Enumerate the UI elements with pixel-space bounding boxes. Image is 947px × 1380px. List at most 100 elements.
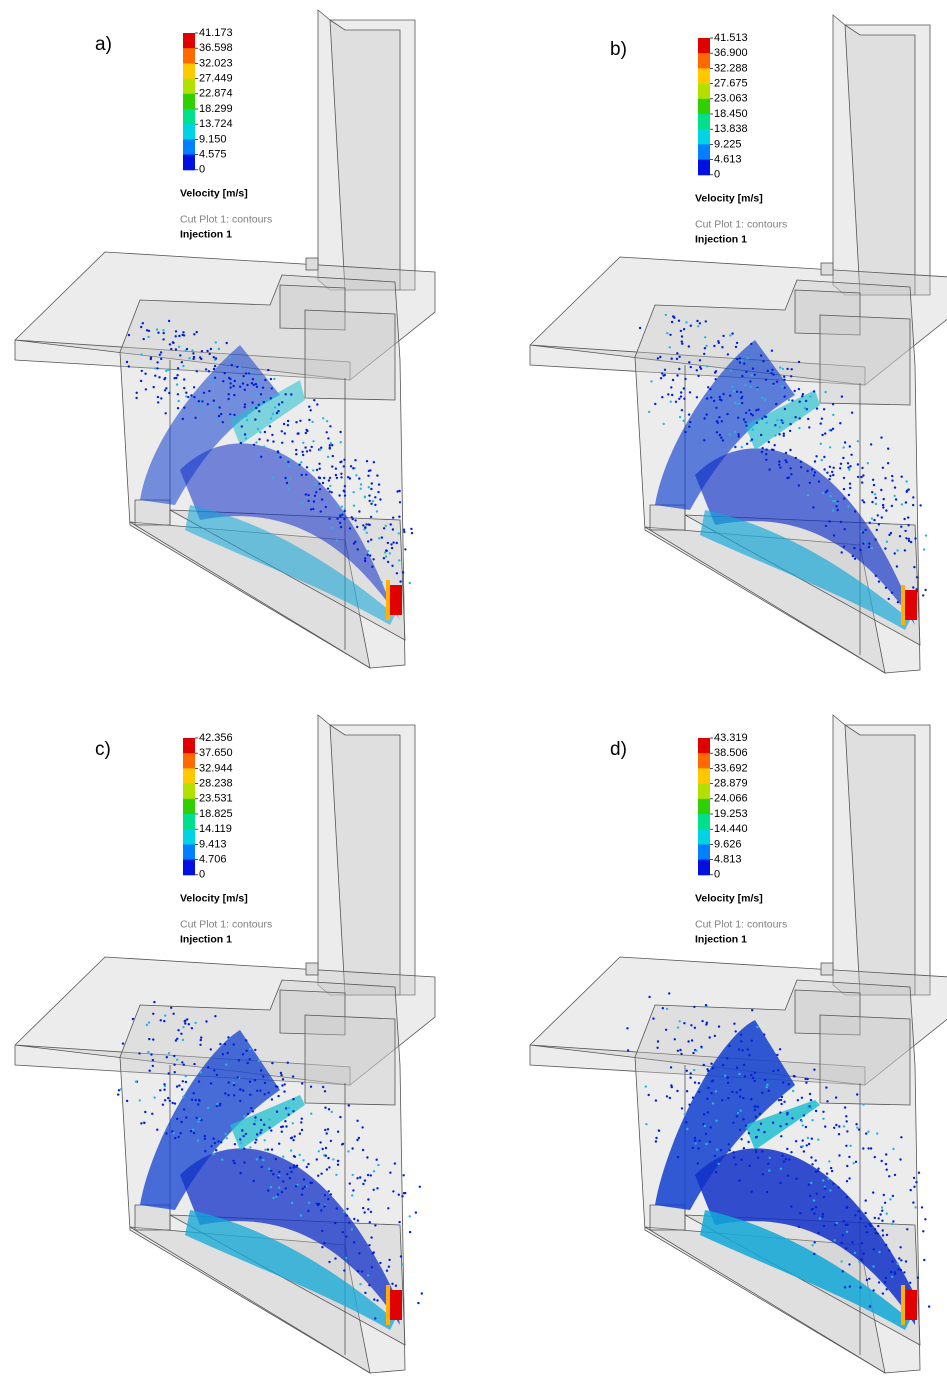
particle bbox=[354, 519, 357, 522]
particle bbox=[212, 356, 215, 359]
particle bbox=[847, 493, 851, 497]
particle bbox=[831, 470, 834, 474]
particle bbox=[824, 1125, 827, 1128]
particle bbox=[721, 1099, 724, 1102]
geometry bbox=[844, 724, 916, 996]
legend-color-band bbox=[183, 783, 195, 800]
particle bbox=[268, 1167, 271, 1170]
particle bbox=[846, 1130, 849, 1133]
particle bbox=[302, 453, 305, 457]
particle bbox=[874, 574, 877, 577]
particle bbox=[840, 551, 843, 554]
particle bbox=[826, 489, 829, 492]
particle bbox=[149, 357, 152, 361]
particle bbox=[679, 329, 683, 333]
particle bbox=[871, 491, 874, 494]
particle bbox=[382, 527, 386, 530]
particle bbox=[141, 322, 144, 325]
particle bbox=[392, 1190, 395, 1193]
particle bbox=[150, 1053, 153, 1056]
particle bbox=[152, 1012, 155, 1015]
particle bbox=[693, 1081, 697, 1084]
particle bbox=[713, 1154, 717, 1158]
particle bbox=[224, 1132, 227, 1136]
particle bbox=[765, 1190, 769, 1194]
particle bbox=[260, 1165, 263, 1169]
particle bbox=[177, 1029, 180, 1032]
particle bbox=[696, 319, 699, 323]
particle bbox=[390, 546, 394, 550]
particle bbox=[876, 1232, 879, 1235]
particle bbox=[392, 541, 395, 544]
particle bbox=[779, 1167, 783, 1170]
particle bbox=[831, 509, 835, 512]
particle bbox=[290, 393, 293, 396]
particle bbox=[656, 1046, 659, 1049]
particle bbox=[298, 1132, 302, 1135]
particle bbox=[856, 440, 860, 443]
particle bbox=[275, 1110, 279, 1113]
particle bbox=[335, 505, 338, 508]
particle bbox=[754, 1150, 758, 1154]
particle bbox=[924, 588, 927, 592]
particle bbox=[757, 1128, 760, 1132]
particle bbox=[835, 505, 838, 508]
particle bbox=[386, 541, 390, 545]
particle bbox=[162, 338, 165, 341]
particle bbox=[909, 540, 913, 544]
particle bbox=[900, 1259, 903, 1262]
particle bbox=[893, 552, 896, 555]
particle bbox=[784, 1158, 788, 1161]
particle bbox=[743, 1075, 747, 1078]
particle bbox=[206, 349, 209, 353]
particle bbox=[779, 1125, 782, 1128]
particle bbox=[144, 1110, 147, 1114]
particle bbox=[822, 1117, 825, 1120]
particle bbox=[726, 1057, 729, 1060]
particle bbox=[307, 1209, 310, 1213]
particle bbox=[854, 1214, 857, 1217]
legend-value: 22.874 bbox=[199, 88, 233, 100]
geometry bbox=[844, 24, 916, 296]
particle bbox=[761, 396, 764, 399]
particle bbox=[341, 1231, 344, 1234]
particle bbox=[177, 1135, 180, 1139]
particle bbox=[301, 1082, 304, 1085]
particle bbox=[317, 1150, 320, 1153]
particle bbox=[861, 531, 865, 534]
particle bbox=[647, 1093, 650, 1097]
particle bbox=[154, 374, 157, 377]
particle bbox=[900, 525, 903, 528]
particle bbox=[801, 1145, 804, 1148]
particle bbox=[216, 1102, 219, 1106]
particle bbox=[239, 1099, 242, 1103]
particle bbox=[165, 1132, 168, 1135]
legend-color-band bbox=[698, 859, 710, 876]
particle bbox=[745, 370, 748, 373]
particle bbox=[371, 1252, 374, 1255]
particle bbox=[871, 478, 875, 481]
particle bbox=[813, 1252, 816, 1256]
particle bbox=[797, 484, 800, 487]
particle bbox=[144, 372, 147, 375]
particle bbox=[334, 1257, 337, 1260]
geometry bbox=[819, 314, 911, 406]
particle bbox=[304, 431, 307, 435]
particle bbox=[255, 441, 258, 444]
particle bbox=[881, 1219, 884, 1222]
particle bbox=[325, 431, 328, 434]
particle bbox=[367, 474, 370, 477]
particle bbox=[753, 1079, 756, 1083]
particle bbox=[673, 1038, 676, 1041]
particle bbox=[738, 1072, 741, 1076]
particle bbox=[185, 347, 189, 351]
high-velocity-zone bbox=[905, 1290, 917, 1320]
particle bbox=[168, 391, 171, 395]
particle bbox=[342, 489, 345, 492]
particle bbox=[178, 334, 181, 338]
particle bbox=[214, 341, 217, 344]
particle bbox=[706, 1111, 710, 1114]
particle bbox=[285, 1125, 288, 1128]
particle bbox=[324, 1106, 327, 1109]
particle bbox=[324, 1128, 327, 1132]
